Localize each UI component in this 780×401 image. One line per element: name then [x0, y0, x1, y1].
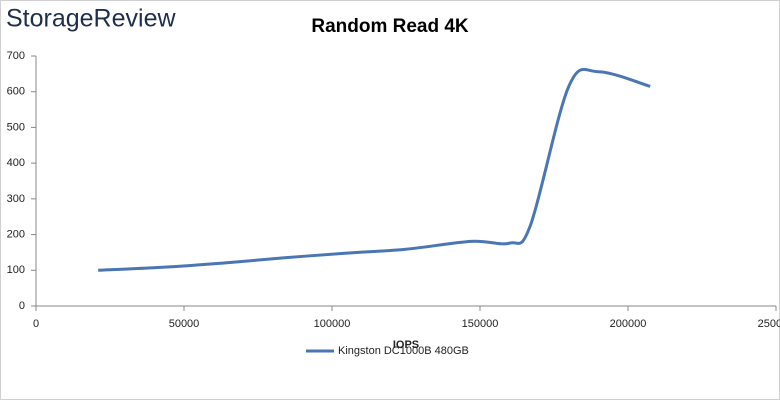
- series-line: [98, 67, 651, 272]
- x-axis-label: IOPS: [393, 339, 419, 351]
- y-tick-label: 100: [7, 264, 25, 276]
- x-tick-label: 200000: [610, 318, 647, 330]
- x-tick-label: 100000: [314, 318, 351, 330]
- logo: StorageReview: [6, 5, 176, 33]
- y-tick-label: 300: [7, 193, 25, 205]
- x-tick-label: 0: [33, 318, 39, 330]
- chart-title: Random Read 4K: [311, 16, 469, 37]
- x-tick-label: 250000: [758, 318, 780, 330]
- y-tick-label: 700: [7, 50, 25, 62]
- x-tick-label: 50000: [169, 318, 200, 330]
- y-tick-label: 0: [19, 300, 25, 312]
- x-tick-label: 150000: [462, 318, 499, 330]
- y-tick-label: 400: [7, 157, 25, 169]
- y-tick-label: 200: [7, 228, 25, 240]
- y-tick-label: 600: [7, 86, 25, 98]
- legend-label: Kingston DC1000B 480GB: [338, 345, 469, 357]
- y-tick-label: 500: [7, 121, 25, 133]
